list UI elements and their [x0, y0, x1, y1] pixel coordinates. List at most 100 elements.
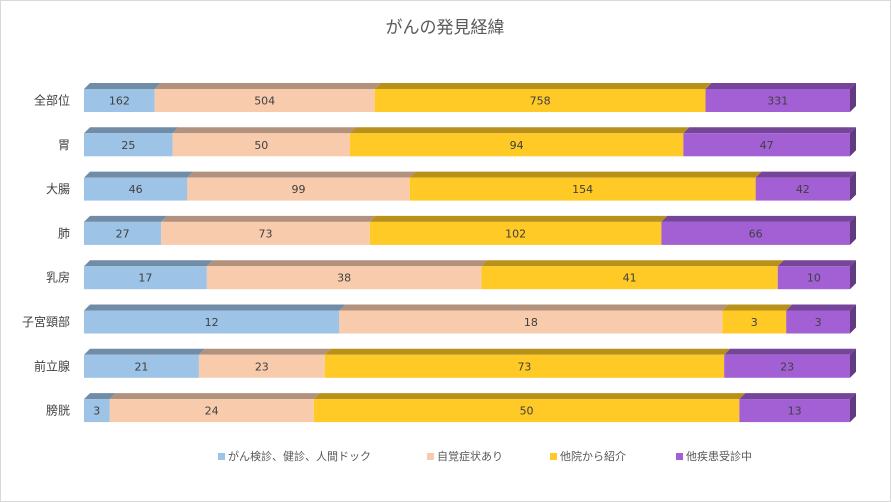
- bar-side-face: [850, 393, 856, 423]
- legend-label: がん検診、健診、人間ドック: [228, 449, 371, 463]
- legend-label: 他院から紹介: [560, 449, 626, 463]
- legend-label: 他疾患受診中: [686, 449, 752, 463]
- chart-title: がんの発見経緯: [386, 18, 505, 38]
- bar-segment: 154: [409, 171, 762, 201]
- bar-segment: 27: [84, 215, 168, 245]
- bar: [84, 310, 340, 334]
- bar-top-face: [84, 304, 346, 311]
- data-label: 50: [254, 139, 268, 152]
- bar: [683, 133, 850, 157]
- bar-top-face: [339, 304, 729, 311]
- bar-segment: 47: [683, 127, 856, 157]
- bar-segment: 10: [777, 260, 856, 290]
- bar-top-face: [109, 393, 320, 400]
- data-label: 73: [517, 360, 531, 373]
- data-label: 66: [749, 227, 763, 240]
- legend-swatch: [218, 453, 225, 460]
- data-label: 73: [258, 227, 272, 240]
- data-label: 25: [121, 139, 135, 152]
- bar: [705, 89, 850, 112]
- bar-side-face: [850, 348, 856, 378]
- legend: がん検診、健診、人間ドック 自覚症状あり 他院から紹介 他疾患受診中: [218, 449, 752, 463]
- bar-top-face: [739, 393, 856, 400]
- bar-segment: 13: [739, 393, 856, 423]
- bar-side-face: [850, 215, 856, 245]
- bar-top-face: [683, 127, 856, 134]
- data-label: 47: [760, 139, 774, 152]
- bar-side-face: [850, 83, 856, 112]
- bar-segment: 18: [339, 304, 729, 334]
- bar-top-face: [661, 215, 856, 222]
- legend-item: 他院から紹介: [550, 449, 626, 463]
- bar: [786, 310, 850, 334]
- data-label: 24: [205, 405, 219, 418]
- bar: [84, 354, 199, 378]
- bar-top-face: [154, 83, 381, 89]
- bar: [198, 354, 325, 378]
- category-label: 肺: [58, 226, 70, 240]
- bar-segment: 23: [724, 348, 856, 378]
- bar-segment: 94: [349, 127, 690, 157]
- legend-label: 自覚症状あり: [437, 449, 503, 463]
- data-label: 27: [116, 227, 130, 240]
- legend-swatch: [676, 453, 683, 460]
- data-label: 42: [796, 183, 810, 196]
- data-label: 46: [129, 183, 143, 196]
- data-label: 17: [138, 272, 152, 285]
- bar-segment: 73: [161, 215, 376, 245]
- bar: [349, 133, 684, 157]
- bar-segment: 50: [172, 127, 356, 157]
- bar-top-face: [755, 171, 856, 178]
- bars-group: 162 504 758 331 25 50 94 47 46 99 154 42 27 73 102 66 17…: [84, 83, 856, 423]
- bar-top-face: [198, 348, 331, 355]
- category-label: 大腸: [46, 182, 70, 196]
- legend-item: 自覚症状あり: [427, 449, 503, 463]
- bar: [722, 310, 787, 334]
- bar-top-face: [161, 215, 376, 222]
- bar-top-face: [409, 171, 762, 178]
- bar-segment: 162: [84, 83, 161, 112]
- bar-segment: 102: [369, 215, 668, 245]
- data-label: 94: [510, 139, 524, 152]
- legend-swatch: [427, 453, 434, 460]
- bar-top-face: [84, 83, 161, 89]
- bar-segment: 12: [84, 304, 346, 334]
- bar-top-face: [84, 393, 116, 400]
- category-label: 乳房: [46, 270, 70, 285]
- bar-top-face: [724, 348, 856, 355]
- bar: [724, 354, 850, 378]
- bar-segment: 23: [198, 348, 331, 378]
- bar-top-face: [84, 215, 168, 222]
- data-label: 3: [751, 316, 758, 329]
- data-label: 21: [134, 360, 148, 373]
- bar-segment: 50: [313, 393, 746, 423]
- data-label: 3: [93, 405, 100, 418]
- data-label: 10: [807, 272, 821, 285]
- bar-top-face: [481, 260, 784, 267]
- bar-segment: 17: [84, 260, 213, 290]
- bar-segment: 3: [722, 304, 793, 334]
- bar: [374, 89, 706, 112]
- bar: [409, 177, 756, 201]
- bar: [154, 89, 375, 112]
- bar-segment: 21: [84, 348, 205, 378]
- bar: [313, 399, 740, 423]
- bar-segment: 66: [661, 215, 856, 245]
- data-label: 162: [109, 95, 130, 108]
- bar-top-face: [374, 83, 712, 89]
- data-label: 99: [292, 183, 306, 196]
- bar: [661, 221, 850, 245]
- bar-top-face: [172, 127, 356, 134]
- bar: [84, 133, 173, 157]
- data-label: 758: [530, 95, 551, 108]
- bar: [739, 399, 850, 423]
- data-label: 154: [572, 183, 593, 196]
- data-label: 50: [520, 405, 534, 418]
- legend-item: 他疾患受診中: [676, 449, 752, 463]
- bar-segment: 41: [481, 260, 784, 290]
- bar-top-face: [84, 171, 194, 178]
- legend-item: がん検診、健診、人間ドック: [218, 449, 371, 463]
- bar-segment: 24: [109, 393, 320, 423]
- bar-segment: 25: [84, 127, 179, 157]
